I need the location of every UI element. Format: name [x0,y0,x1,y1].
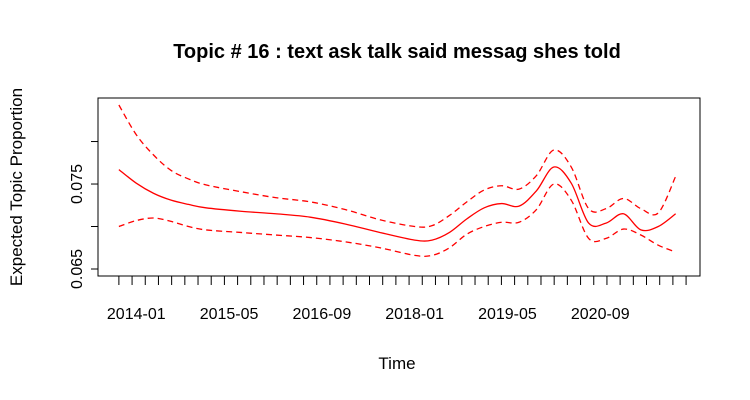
y-tick-label: 0.075 [69,164,86,204]
upper-ci-line [118,104,677,228]
chart-title: Topic # 16 : text ask talk said messag s… [173,41,621,63]
lower-ci-line [118,183,676,258]
y-axis-label: Expected Topic Proportion [7,88,26,286]
x-tick-label: 2016-09 [293,306,352,323]
x-axis: 2014-01 2015-05 2016-09 2018-01 2019-05 2020-… [107,276,687,323]
x-axis-label: Time [378,354,415,373]
x-tick-label: 2014-01 [107,306,166,323]
x-tick-label: 2018-01 [385,306,444,323]
mean-line [118,166,677,242]
x-tick-label: 2015-05 [200,306,259,323]
y-tick-label: 0.065 [69,249,86,289]
plot-frame [97,97,701,277]
y-axis: 0.065 0.075 [69,141,98,289]
series-layer [118,104,677,258]
x-tick-label: 2020-09 [571,306,630,323]
x-tick-label: 2019-05 [478,306,537,323]
